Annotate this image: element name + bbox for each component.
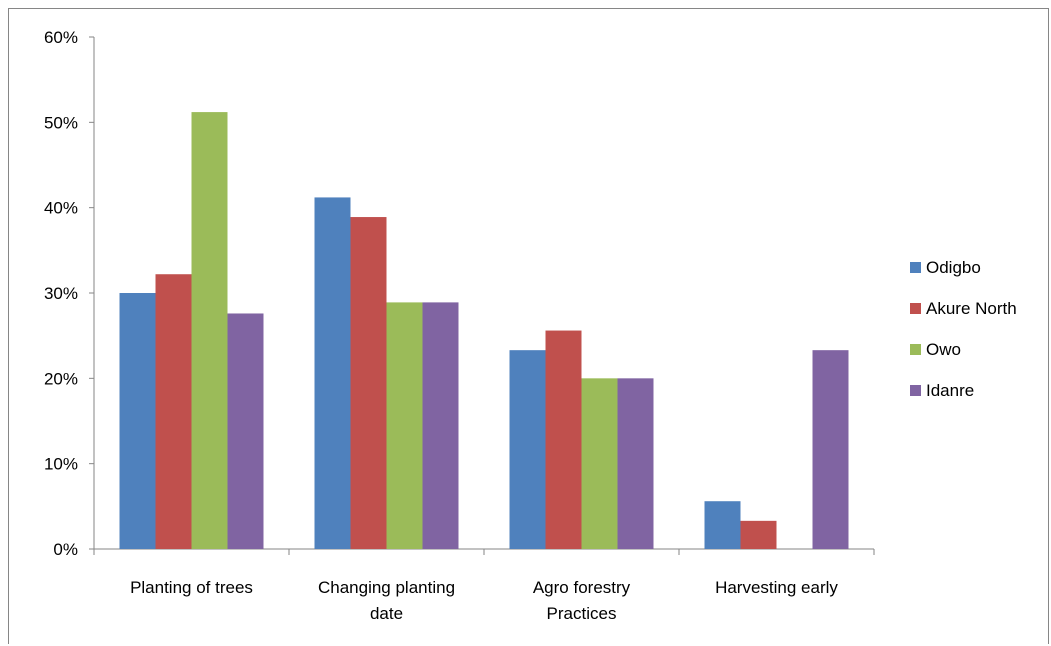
x-category-label: Agro forestry xyxy=(533,578,631,597)
bar-odigbo xyxy=(509,350,546,549)
bar-idanre xyxy=(812,350,849,549)
bar-idanre xyxy=(617,378,654,549)
legend-label: Akure North xyxy=(926,299,1017,318)
x-category-label: Harvesting early xyxy=(715,578,838,597)
legend-swatch xyxy=(910,262,921,273)
x-category-label: date xyxy=(370,604,403,623)
x-category-label: Changing planting xyxy=(318,578,455,597)
x-category-label: Practices xyxy=(547,604,617,623)
legend-label: Odigbo xyxy=(926,258,981,277)
bar-akure-north xyxy=(155,274,192,549)
bar-owo xyxy=(581,378,618,549)
bar-akure-north xyxy=(545,330,582,549)
legend-label: Owo xyxy=(926,340,961,359)
bar-odigbo xyxy=(119,293,156,549)
legend-swatch xyxy=(910,303,921,314)
y-tick-label: 20% xyxy=(44,369,78,388)
legend-label: Idanre xyxy=(926,381,974,400)
bar-owo xyxy=(191,112,228,550)
y-tick-label: 60% xyxy=(44,28,78,47)
bar-akure-north xyxy=(740,520,777,549)
y-tick-label: 30% xyxy=(44,284,78,303)
x-category-label: Planting of trees xyxy=(130,578,253,597)
y-tick-label: 10% xyxy=(44,455,78,474)
y-tick-label: 50% xyxy=(44,113,78,132)
bar-idanre xyxy=(422,302,459,549)
bar-akure-north xyxy=(350,217,387,549)
y-tick-label: 0% xyxy=(53,540,78,559)
bar-odigbo xyxy=(314,197,351,549)
legend-swatch xyxy=(910,385,921,396)
legend-swatch xyxy=(910,344,921,355)
bar-idanre xyxy=(227,313,264,549)
bar-owo xyxy=(386,302,423,549)
bar-odigbo xyxy=(704,501,741,549)
y-tick-label: 40% xyxy=(44,199,78,218)
